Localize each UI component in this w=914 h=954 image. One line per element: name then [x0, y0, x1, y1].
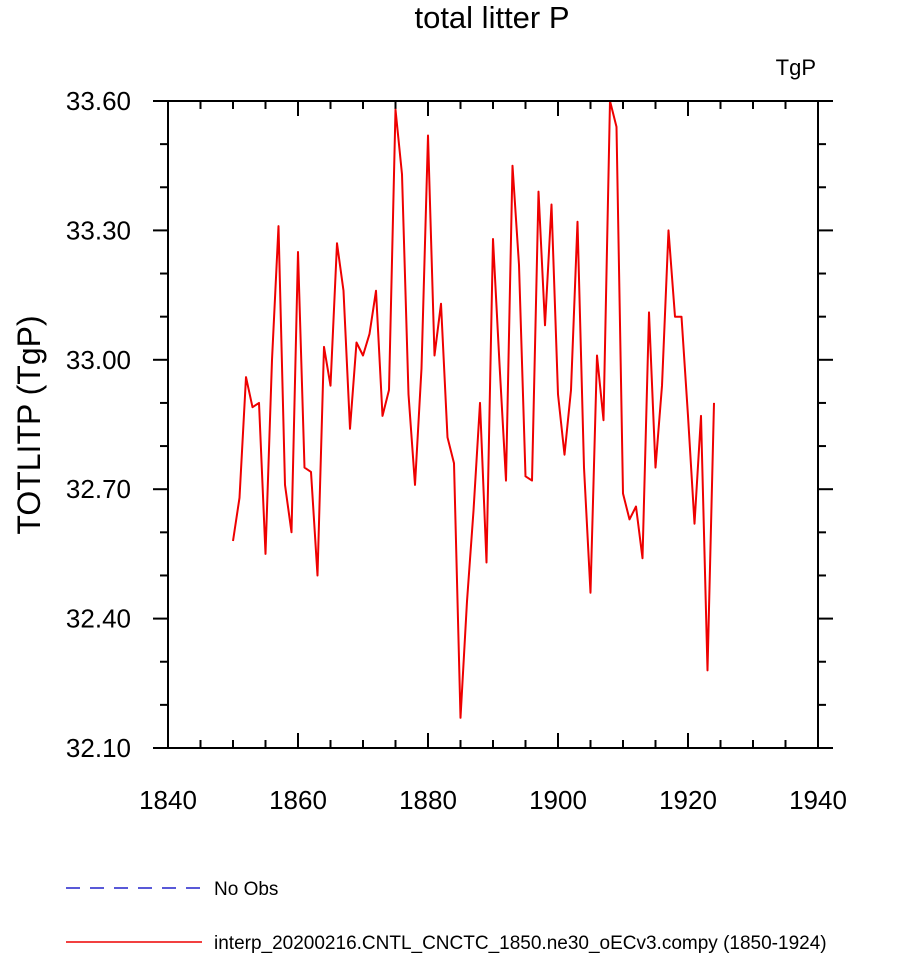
units-label: TgP	[776, 55, 816, 80]
y-tick-label: 32.40	[66, 604, 131, 634]
axis-ticks	[153, 100, 833, 749]
x-tick-label: 1940	[789, 785, 847, 815]
legend: No Obs interp_20200216.CNTL_CNCTC_1850.ne…	[66, 879, 827, 954]
series-layer	[232, 100, 715, 719]
x-tick-label: 1840	[139, 785, 197, 815]
y-tick-label: 32.70	[66, 474, 131, 504]
x-tick-label: 1920	[659, 785, 717, 815]
series-line	[232, 100, 715, 719]
y-tick-label: 33.00	[66, 345, 131, 375]
y-tick-label: 32.10	[66, 733, 131, 763]
chart-title: total litter P	[414, 0, 569, 35]
axis-tick-labels: 1840 1860 1880 1900 1920 1940 32.10 32.40 32.70 3…	[66, 86, 847, 815]
legend-label: interp_20200216.CNTL_CNCTC_1850.ne30_oEC…	[214, 933, 827, 954]
y-axis-label: TOTLITP (TgP)	[11, 315, 47, 534]
y-tick-label: 33.30	[66, 215, 131, 245]
x-tick-label: 1880	[399, 785, 457, 815]
legend-label: No Obs	[214, 879, 278, 900]
x-tick-label: 1900	[529, 785, 587, 815]
plot-frame	[167, 100, 819, 749]
y-tick-label: 33.60	[66, 86, 131, 116]
x-tick-label: 1860	[269, 785, 327, 815]
